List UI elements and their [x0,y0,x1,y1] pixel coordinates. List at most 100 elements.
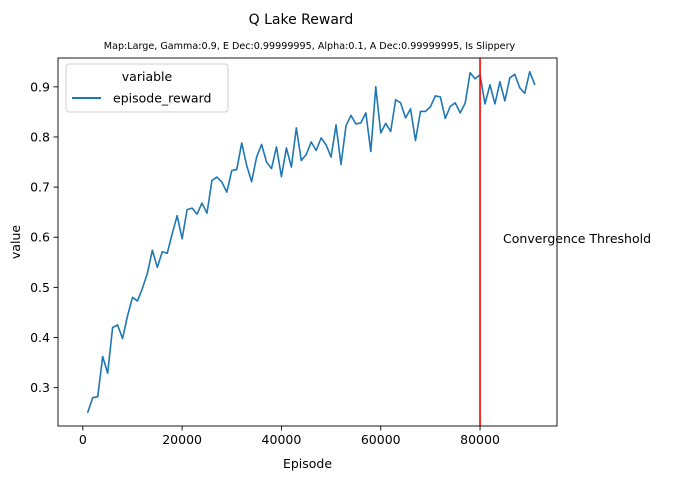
data-point [459,112,461,114]
data-point [335,124,337,126]
chart-title: Q Lake Reward [249,12,354,28]
data-point [121,337,124,340]
x-tick-label: 60000 [361,432,401,447]
data-point [419,110,422,112]
data-point [206,212,208,214]
data-point [305,153,307,156]
data-point [201,202,203,204]
data-point [434,95,436,97]
legend-entry-episode-reward: episode_reward [113,91,211,106]
data-point [256,156,258,158]
data-point [439,96,441,98]
y-axis-label: value [8,225,23,259]
data-point [300,159,302,162]
data-point [92,397,94,399]
plot-area-frame [57,57,558,427]
data-point [116,324,119,326]
data-point [221,181,223,183]
data-point [181,238,183,240]
data-point [285,147,287,149]
legend: variable episode_reward [65,63,229,113]
data-point [464,102,466,104]
data-point [514,73,516,75]
y-tick-label: 0.7 [30,180,50,195]
data-point [146,272,148,274]
y-tick-label: 0.5 [30,280,50,295]
data-point [102,355,104,358]
data-point [325,144,327,146]
y-tick-label: 0.4 [30,330,50,345]
x-tick-label: 40000 [262,432,302,447]
y-axis-ticks: 0.3 0.4 0.5 0.6 0.7 0.8 0.9 [30,79,58,395]
data-point [365,112,367,114]
data-point [404,117,407,119]
legend-title: variable [122,69,173,84]
data-point [241,142,243,144]
x-axis-ticks: 0 20000 40000 60000 80000 [79,426,500,447]
data-point [409,108,412,110]
data-point [399,102,402,104]
data-point [385,122,387,125]
data-point [474,78,476,80]
data-point [484,103,486,105]
data-point [380,132,382,134]
data-point [290,166,292,168]
data-point [340,163,342,166]
plot-content [86,58,536,426]
data-point [499,81,501,83]
series-points [87,71,536,413]
legend-box [65,63,229,113]
data-point [226,191,228,193]
x-axis-label: Episode [283,456,332,471]
data-point [131,296,134,299]
y-tick-label: 0.9 [30,79,50,94]
data-point [469,72,471,74]
data-point [211,179,213,182]
data-point [395,99,397,101]
data-point [126,315,129,317]
data-point [107,372,109,374]
x-tick-label: 0 [79,432,87,447]
data-point [414,139,417,142]
data-point [375,86,377,88]
data-point [270,167,273,170]
data-point [524,92,526,94]
data-point [156,266,158,268]
data-point [320,137,322,139]
data-point [260,143,263,146]
data-point [280,175,283,178]
data-point [216,176,218,178]
chart-subtitle: Map:Large, Gamma:0.9, E Dec:0.99999995, … [104,41,516,52]
data-point [360,122,362,124]
data-point [444,117,446,120]
data-point [345,125,347,127]
data-point [429,106,431,108]
data-point [295,127,297,129]
y-tick-label: 0.8 [30,129,50,144]
data-point [191,207,193,209]
y-tick-label: 0.3 [30,380,50,395]
data-point [519,87,521,89]
data-point [489,84,491,86]
data-point [529,71,531,73]
data-point [196,213,198,215]
data-point [370,150,372,153]
data-point [171,233,173,235]
data-point [112,326,114,329]
data-point [494,103,496,105]
data-point [350,114,352,117]
data-point [265,161,268,163]
data-point [151,249,153,251]
data-point [424,110,427,112]
data-point [97,396,99,398]
data-point [231,169,233,172]
data-point [87,411,89,413]
data-point [534,83,536,85]
data-point [504,100,506,102]
data-point [251,180,253,183]
data-point [246,164,248,167]
data-point [509,77,511,79]
data-point [161,251,163,253]
x-tick-label: 80000 [460,432,500,447]
